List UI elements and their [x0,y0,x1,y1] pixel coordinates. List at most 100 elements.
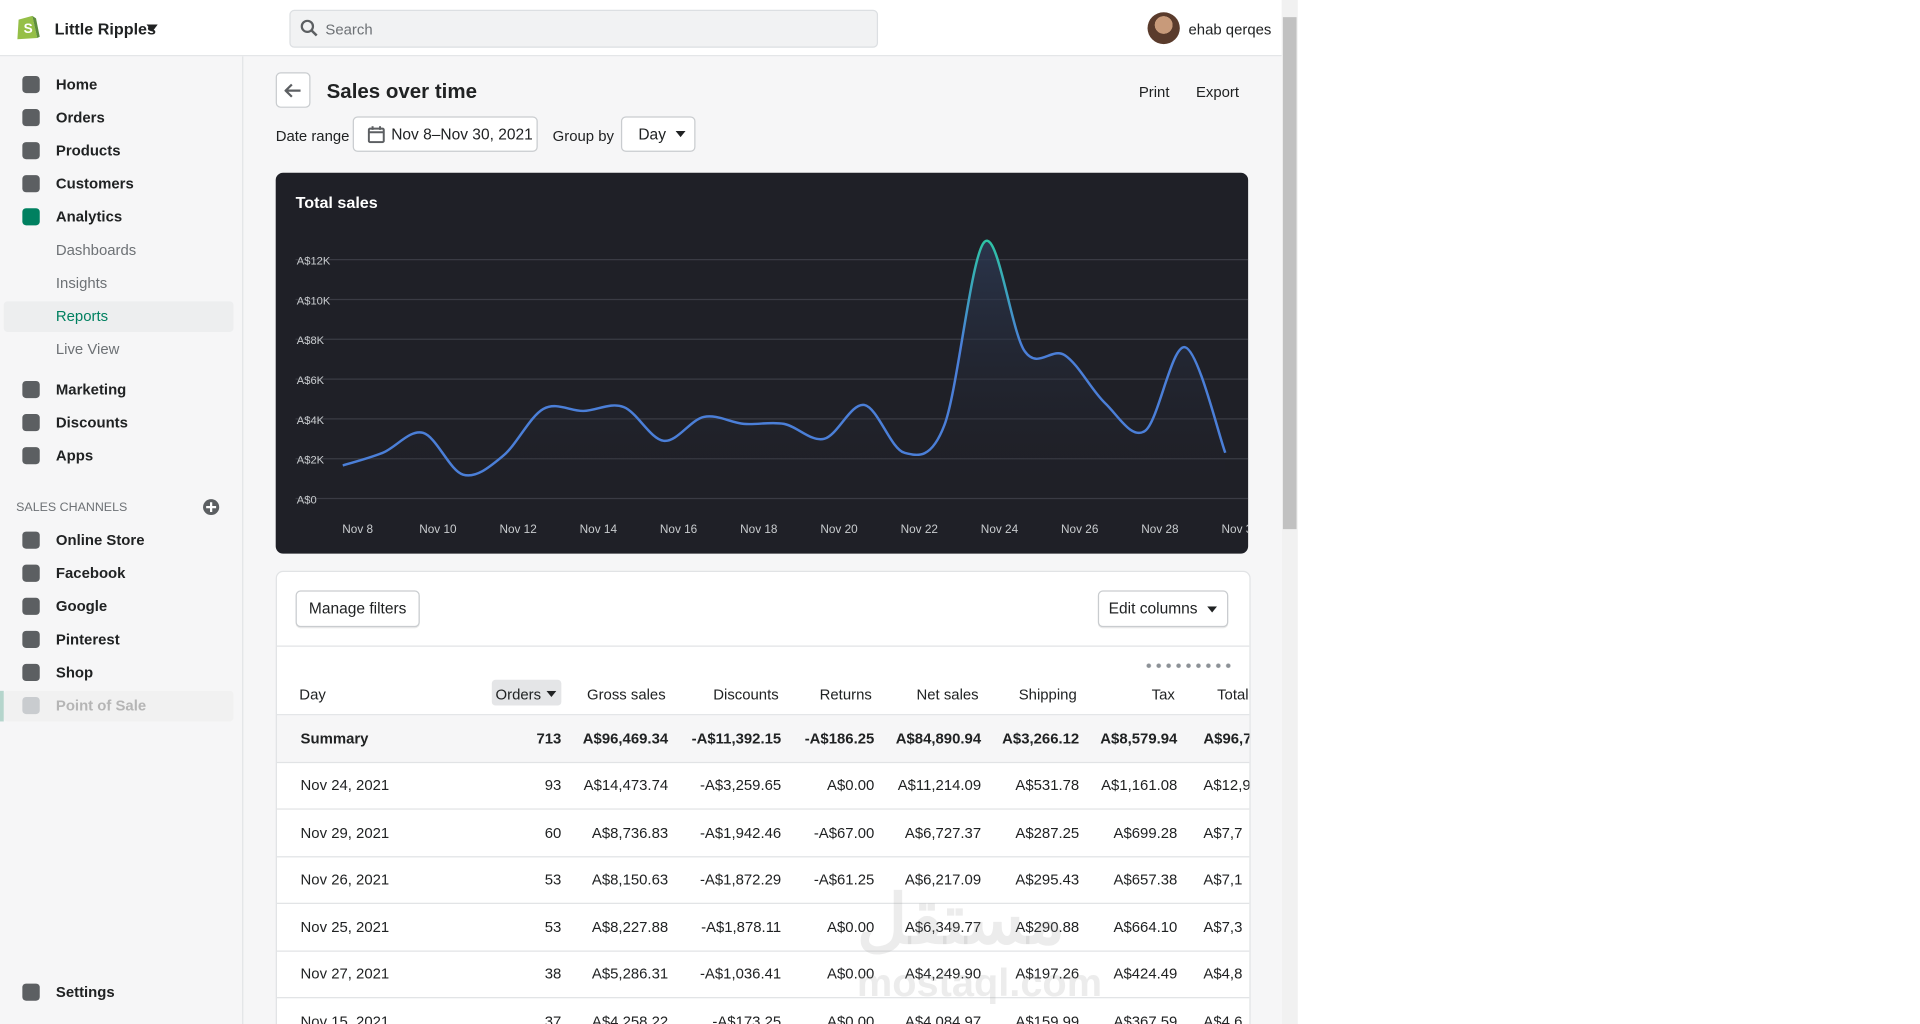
group-by-value: Day [638,125,666,143]
scroll-dots [1143,662,1234,669]
nav-item[interactable]: Customers [55,175,134,193]
table-cell: A$7,3 [1203,918,1243,936]
back-button[interactable] [275,72,311,108]
summary-row [276,715,1250,764]
y-tick-label: A$8K [297,335,325,347]
nav-item[interactable]: Home [55,75,98,94]
x-tick-label: Nov 8 [342,523,373,536]
user-name[interactable]: ehab qerqes [1188,20,1272,38]
print-button[interactable]: Print [1138,83,1170,101]
group-by-button[interactable]: Day [620,116,696,152]
table-cell: A$6,217.09 [904,870,982,889]
search-icon [300,19,318,37]
back-arrow [284,83,301,97]
table-cell: A$1,161.08 [1101,776,1178,794]
nav-item[interactable]: Insights [55,274,108,292]
column-header[interactable]: Day [299,685,326,704]
table-cell: Nov 26, 2021 [300,870,390,889]
nav-icon [22,414,40,432]
table-cell: -A$186.25 [804,730,875,748]
nav-icon [22,447,40,465]
nav-item[interactable]: Facebook [55,564,126,582]
group-by-label: Group by [552,127,614,145]
dropdown-caret [675,131,686,138]
table-cell: A$4,258.22 [591,1012,669,1024]
edit-columns-button[interactable]: Edit columns [1097,590,1229,628]
icon-shape [22,597,40,615]
table-cell: A$367.59 [1113,1012,1178,1024]
table-card: Manage filters Edit columns Day Orders Gross… [275,570,1251,1024]
icon-shape [22,531,40,549]
column-header[interactable]: Orders [495,685,542,704]
nav-item[interactable]: Pinterest [55,630,120,648]
nav-item[interactable]: Shop [55,663,94,682]
icon-shape [22,75,40,94]
table-cell: A$7,7 [1203,823,1243,841]
column-header[interactable]: Returns [819,685,872,704]
nav-item[interactable]: Online Store [55,531,145,549]
icon-shape [22,564,40,582]
table-cell: -A$1,942.46 [699,823,782,841]
nav-active-bar [0,690,4,722]
nav-item[interactable]: Discounts [55,414,128,432]
column-header[interactable]: Net sales [916,685,979,704]
date-range-label: Date range [275,127,350,145]
icon-shape [22,380,40,399]
x-tick-label: Nov 22 [901,523,938,536]
table-cell: A$6,349.77 [904,918,982,936]
table-cell: -A$173.25 [712,1012,782,1024]
x-tick-label: Nov 14 [580,523,618,536]
table-cell: A$14,473.74 [583,776,669,794]
nav-item[interactable]: Products [55,142,121,160]
column-header[interactable]: Total [1217,685,1249,704]
avatar[interactable] [1147,12,1180,45]
nav-icon [22,75,40,94]
nav-item[interactable]: Marketing [55,380,127,399]
add-channel[interactable] [202,499,220,516]
nav-item[interactable]: Settings [55,983,115,1001]
table-cell: Nov 15, 2021 [300,1012,390,1024]
icon-shape [206,502,217,512]
table-cell: A$3,266.12 [1002,730,1080,748]
table-cell: A$4,084.97 [904,1012,982,1024]
search-box[interactable] [289,9,879,48]
nav-item[interactable]: Apps [55,447,94,465]
store-name[interactable]: Little Ripples [54,19,157,38]
table-cell: -A$3,259.65 [699,776,782,794]
export-button[interactable]: Export [1195,83,1240,101]
table-cell: A$290.88 [1015,918,1080,936]
table-cell: 93 [544,776,562,794]
icon-shape [1207,605,1218,612]
area [342,240,1226,499]
x-tick-label: Nov 16 [660,523,697,536]
nav-item[interactable]: Orders [55,109,105,127]
nav-item[interactable]: Analytics [55,208,123,226]
column-header[interactable]: Gross sales [586,685,666,704]
table-cell: A$657.38 [1113,870,1178,889]
nav-item[interactable]: Dashboards [55,241,137,259]
table-cell: A$96,7 [1203,730,1251,748]
logo: S [17,15,40,40]
nav-item[interactable]: Point of Sale [55,696,147,715]
nav-item[interactable]: Google [55,597,108,615]
manage-filters-button[interactable]: Manage filters [295,590,420,628]
nav-icon [22,696,40,715]
y-tick-label: A$12K [297,256,331,268]
x-tick-label: Nov 10 [419,523,457,536]
nav-item[interactable]: Live View [55,340,120,358]
nav-highlight [3,301,234,332]
table-cell: Nov 24, 2021 [300,776,390,794]
nav-icon [22,175,40,193]
column-header[interactable]: Tax [1151,685,1175,704]
column-header[interactable]: Shipping [1018,685,1077,704]
table-cell: A$295.43 [1015,870,1080,889]
scrollbar-thumb[interactable] [1282,17,1297,530]
date-range-button[interactable]: Nov 8–Nov 30, 2021 [352,116,538,152]
table-cell: -A$1,878.11 [701,918,782,936]
x-tick-label: Nov 18 [740,523,777,536]
page-title: Sales over time [326,80,477,103]
column-header[interactable]: Discounts [713,685,779,704]
row-line [276,949,1250,952]
nav-item[interactable]: Reports [55,307,109,325]
